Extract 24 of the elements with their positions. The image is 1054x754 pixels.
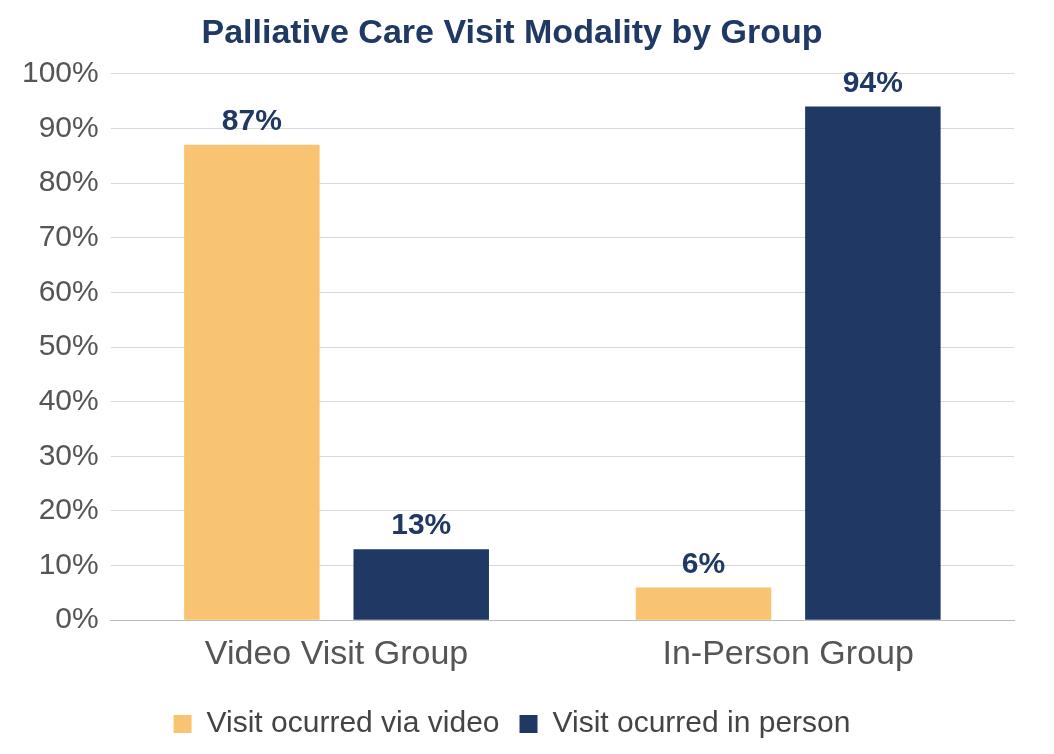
bar [184,144,320,620]
legend-label: Visit ocurred via video [206,705,500,739]
y-tick-label: 10% [38,546,99,580]
y-tick-label: 60% [38,273,99,307]
y-tick-label: 70% [38,218,99,252]
y-tick-label: 0% [55,601,99,635]
data-label: 13% [391,507,452,541]
bar [353,549,489,620]
x-tick-label: Video Visit Group [204,632,469,671]
data-label: 94% [842,64,903,98]
x-tick-label: In-Person Group [662,632,914,671]
legend-label: Visit ocurred in person [552,705,851,739]
y-tick-label: 80% [38,164,99,198]
y-tick-label: 90% [38,109,99,143]
y-tick-label: 100% [21,55,99,89]
y-tick-label: 40% [38,382,99,416]
data-label: 87% [221,103,282,137]
chart-title: Palliative Care Visit Modality by Group [201,11,823,50]
y-tick-label: 30% [38,437,99,471]
y-tick-label: 20% [38,492,99,526]
bar [635,587,772,620]
y-tick-label: 50% [38,328,99,362]
data-label: 6% [681,545,726,579]
bar [805,106,941,620]
